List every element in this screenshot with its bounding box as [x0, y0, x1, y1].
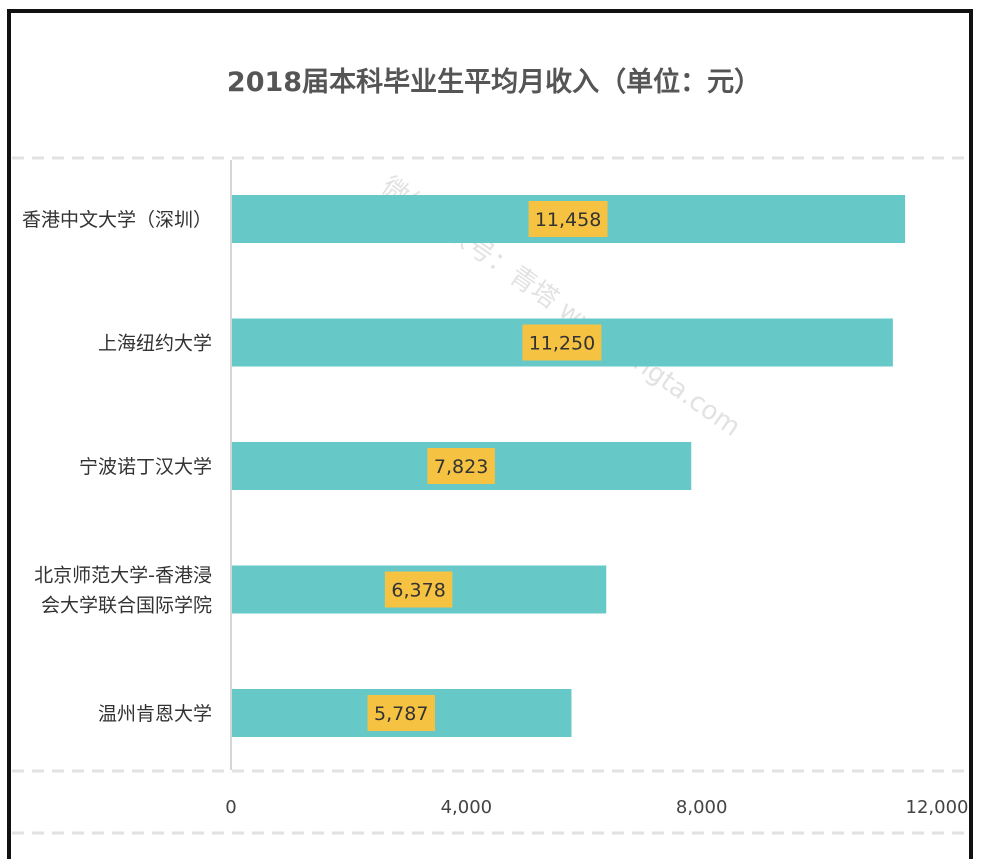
- value-label-bg: [367, 695, 435, 731]
- value-label-bg: [384, 571, 453, 608]
- value-label-bg: [522, 324, 602, 361]
- value-label-bg: [528, 201, 608, 237]
- category-label: 香港中文大学（深圳）: [22, 209, 212, 231]
- category-label: 北京师范大学-香港浸: [34, 565, 212, 587]
- value-label: 11,250: [529, 333, 595, 355]
- value-label: 11,458: [535, 209, 601, 231]
- value-label: 5,787: [374, 703, 428, 725]
- category-label: 上海纽约大学: [98, 333, 212, 355]
- value-label-bg: [427, 448, 495, 484]
- x-tick-label: 8,000: [676, 797, 728, 818]
- category-label: 温州肯恩大学: [98, 703, 212, 725]
- value-label: 7,823: [434, 456, 488, 478]
- x-tick-label: 0: [225, 797, 236, 818]
- category-label: 会大学联合国际学院: [41, 595, 212, 617]
- category-label: 宁波诺丁汉大学: [79, 456, 212, 478]
- x-tick-label: 4,000: [441, 797, 493, 818]
- value-label: 6,378: [391, 580, 445, 602]
- chart-title: 2018届本科毕业生平均月收入（单位：元）: [226, 67, 762, 98]
- x-tick-label: 12,000: [906, 797, 969, 818]
